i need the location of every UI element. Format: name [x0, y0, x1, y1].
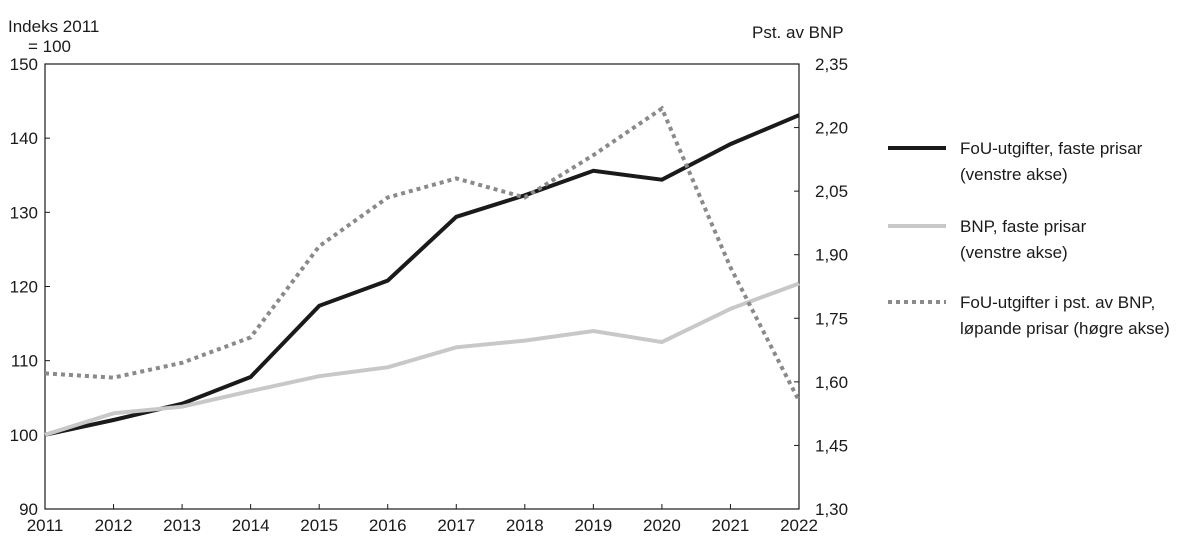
x-tick-label: 2019: [574, 516, 612, 535]
series-layer: [44, 105, 801, 437]
right-axis: 1,30 1,45 1,60 1,75 1,90 2,05 2,20 2,35: [794, 55, 848, 519]
left-tick-label: 90: [19, 500, 38, 519]
left-axis-label-line2: = 100: [28, 37, 71, 56]
left-tick-label: 150: [10, 55, 38, 74]
x-tick-label: 2014: [232, 516, 270, 535]
right-tick-label: 2,35: [815, 55, 848, 74]
right-tick-label: 1,60: [815, 373, 848, 392]
left-tick-label: 120: [10, 278, 38, 297]
x-tick-label: 2011: [27, 516, 64, 535]
x-tick-label: 2021: [712, 516, 750, 535]
left-tick-label: 110: [11, 352, 38, 371]
series-line-0: [44, 113, 800, 437]
legend-fou-line2: (venstre akse): [960, 165, 1068, 184]
legend: FoU-utgifter, faste prisar (venstre akse…: [888, 139, 1170, 338]
x-tick-label: 2017: [437, 516, 475, 535]
legend-bnp-line1: BNP, faste prisar: [960, 217, 1087, 236]
x-tick-label: 2020: [643, 516, 681, 535]
x-tick-label: 2015: [300, 516, 338, 535]
x-axis: 2011 2012 2013 2014 2015 2016 2017 2018 2019 2020…: [27, 504, 818, 535]
x-tick-label: 2018: [506, 516, 544, 535]
right-tick-label: 1,90: [815, 246, 848, 265]
legend-fou-line1: FoU-utgifter, faste prisar: [960, 139, 1143, 158]
right-tick-label: 1,75: [815, 309, 848, 328]
legend-fou-pct-line1: FoU-utgifter i pst. av BNP,: [960, 293, 1155, 312]
x-tick-label: 2016: [369, 516, 407, 535]
x-tick-label: 2013: [163, 516, 201, 535]
legend-bnp-line2: (venstre akse): [960, 243, 1068, 262]
series-line-2: [44, 105, 801, 402]
left-tick-label: 100: [10, 426, 38, 445]
right-tick-label: 1,30: [815, 500, 848, 519]
right-tick-label: 2,05: [815, 182, 848, 201]
x-tick-label: 2012: [95, 516, 133, 535]
right-tick-label: 1,45: [815, 436, 848, 455]
series-line-1: [44, 281, 800, 437]
x-tick-label: 2022: [780, 516, 818, 535]
left-tick-label: 130: [10, 203, 38, 222]
right-tick-label: 2,20: [815, 119, 848, 138]
legend-fou-pct-line2: løpande prisar (høgre akse): [960, 319, 1170, 338]
left-tick-label: 140: [10, 129, 38, 148]
right-axis-label: Pst. av BNP: [752, 23, 844, 42]
plot-frame: [44, 63, 800, 510]
left-axis-label-line1: Indeks 2011: [8, 17, 99, 36]
left-axis: 90 100 110 120 130 140 150: [10, 55, 50, 519]
